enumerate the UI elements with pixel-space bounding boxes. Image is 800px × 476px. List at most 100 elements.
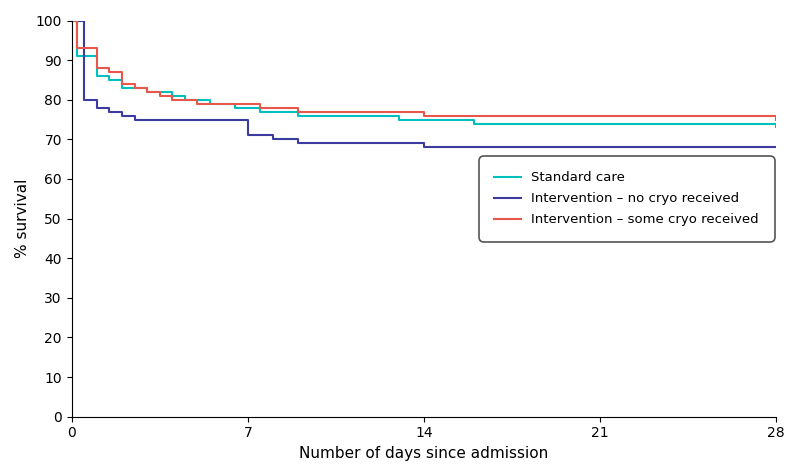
Intervention – some cryo received: [67, 18, 77, 23]
Intervention – some cryo received: [105, 69, 114, 75]
Standard care: [621, 120, 630, 126]
Intervention – no cryo received: [394, 140, 403, 146]
Standard care: [167, 93, 177, 99]
Intervention – some cryo received: [130, 85, 139, 91]
Intervention – no cryo received: [67, 18, 77, 23]
Intervention – no cryo received: [155, 117, 165, 122]
Intervention – no cryo received: [105, 109, 114, 115]
Standard care: [180, 97, 190, 103]
Intervention – some cryo received: [696, 113, 706, 119]
Standard care: [255, 109, 265, 115]
Standard care: [193, 97, 202, 103]
Intervention – no cryo received: [218, 117, 227, 122]
Intervention – no cryo received: [771, 144, 781, 150]
Legend: Standard care, Intervention – no cryo received, Intervention – some cryo receive: Standard care, Intervention – no cryo re…: [484, 161, 770, 237]
Intervention – some cryo received: [394, 109, 403, 115]
Standard care: [318, 113, 328, 119]
Standard care: [545, 120, 554, 126]
Intervention – some cryo received: [155, 93, 165, 99]
Intervention – no cryo received: [494, 144, 504, 150]
Standard care: [444, 117, 454, 122]
Intervention – some cryo received: [670, 113, 680, 119]
Intervention – some cryo received: [419, 113, 429, 119]
Intervention – some cryo received: [117, 81, 126, 87]
Intervention – no cryo received: [117, 113, 126, 119]
Intervention – no cryo received: [193, 117, 202, 122]
Standard care: [155, 89, 165, 95]
Standard care: [294, 113, 303, 119]
Intervention – some cryo received: [545, 113, 554, 119]
Intervention – no cryo received: [419, 144, 429, 150]
Intervention – no cryo received: [670, 144, 680, 150]
Intervention – no cryo received: [721, 144, 730, 150]
Intervention – some cryo received: [72, 45, 82, 51]
Intervention – some cryo received: [721, 113, 730, 119]
Standard care: [670, 120, 680, 126]
Intervention – no cryo received: [444, 144, 454, 150]
Standard care: [142, 89, 152, 95]
Intervention – no cryo received: [79, 97, 89, 103]
Intervention – some cryo received: [520, 113, 530, 119]
Intervention – some cryo received: [243, 101, 253, 107]
Intervention – no cryo received: [243, 132, 253, 138]
Standard care: [369, 113, 378, 119]
Intervention – no cryo received: [92, 105, 102, 110]
Intervention – no cryo received: [318, 140, 328, 146]
Intervention – no cryo received: [646, 144, 655, 150]
Standard care: [72, 53, 82, 59]
Standard care: [494, 120, 504, 126]
Standard care: [721, 120, 730, 126]
Intervention – some cryo received: [180, 97, 190, 103]
Intervention – no cryo received: [746, 144, 756, 150]
Intervention – some cryo received: [746, 113, 756, 119]
Intervention – some cryo received: [167, 97, 177, 103]
Standard care: [218, 101, 227, 107]
Intervention – some cryo received: [595, 113, 605, 119]
Intervention – some cryo received: [79, 45, 89, 51]
Intervention – some cryo received: [255, 105, 265, 110]
Intervention – some cryo received: [621, 113, 630, 119]
Standard care: [696, 120, 706, 126]
Intervention – no cryo received: [570, 144, 580, 150]
Standard care: [646, 120, 655, 126]
Intervention – some cryo received: [318, 109, 328, 115]
X-axis label: Number of days since admission: Number of days since admission: [299, 446, 549, 461]
Intervention – some cryo received: [369, 109, 378, 115]
Intervention – no cryo received: [142, 117, 152, 122]
Intervention – no cryo received: [595, 144, 605, 150]
Line: Intervention – some cryo received: Intervention – some cryo received: [72, 20, 776, 119]
Intervention – no cryo received: [167, 117, 177, 122]
Intervention – no cryo received: [268, 137, 278, 142]
Intervention – no cryo received: [230, 117, 240, 122]
Standard care: [746, 120, 756, 126]
Intervention – some cryo received: [294, 109, 303, 115]
Intervention – no cryo received: [545, 144, 554, 150]
Standard care: [117, 85, 126, 91]
Intervention – some cryo received: [771, 117, 781, 122]
Standard care: [771, 125, 781, 130]
Intervention – some cryo received: [193, 101, 202, 107]
Intervention – no cryo received: [520, 144, 530, 150]
Standard care: [470, 120, 479, 126]
Standard care: [92, 73, 102, 79]
Standard care: [206, 101, 215, 107]
Intervention – some cryo received: [570, 113, 580, 119]
Standard care: [419, 117, 429, 122]
Intervention – some cryo received: [470, 113, 479, 119]
Standard care: [394, 117, 403, 122]
Intervention – some cryo received: [92, 65, 102, 71]
Standard care: [520, 120, 530, 126]
Intervention – no cryo received: [470, 144, 479, 150]
Intervention – no cryo received: [344, 140, 354, 146]
Intervention – some cryo received: [344, 109, 354, 115]
Standard care: [595, 120, 605, 126]
Intervention – some cryo received: [444, 113, 454, 119]
Intervention – some cryo received: [218, 101, 227, 107]
Standard care: [67, 18, 77, 23]
Standard care: [570, 120, 580, 126]
Standard care: [79, 53, 89, 59]
Intervention – some cryo received: [494, 113, 504, 119]
Intervention – some cryo received: [268, 105, 278, 110]
Line: Standard care: Standard care: [72, 20, 776, 128]
Y-axis label: % survival: % survival: [15, 179, 30, 258]
